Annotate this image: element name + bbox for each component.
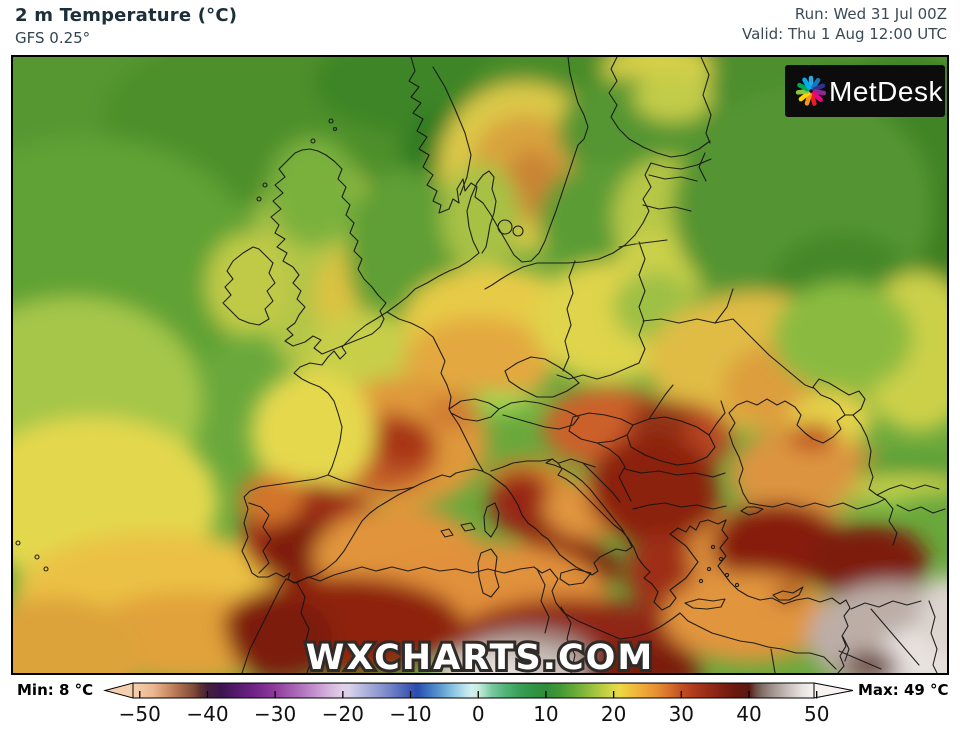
- colorbar-tick-label: −50: [119, 702, 161, 726]
- colorbar-max-label: Max: 49 °C: [858, 681, 949, 699]
- colorbar-min-label: Min: 8 °C: [17, 681, 94, 699]
- colorbar-tick-label: −10: [389, 702, 431, 726]
- colorbar-tick-label: 0: [472, 702, 485, 726]
- wxcharts-watermark: WXCHARTS.COM: [306, 638, 654, 673]
- colorbar-tick-label: 30: [669, 702, 694, 726]
- run-label: Run: Wed 31 Jul 00Z: [794, 5, 947, 23]
- map-frame: MetDesk WXCHARTS.COM: [11, 55, 949, 675]
- colorbar-tick-label: −40: [186, 702, 228, 726]
- model-label: GFS 0.25°: [15, 29, 91, 47]
- temperature-map: MetDesk WXCHARTS.COM: [13, 57, 947, 673]
- colorbar-right-arrow: [813, 682, 854, 699]
- temperature-field: [13, 57, 947, 673]
- country-borders: [15, 57, 946, 673]
- colorbar-tick-label: 20: [601, 702, 626, 726]
- colorbar-scale: −50 −40 −30 −20 −10 0 10 20 30 40 50: [103, 682, 854, 726]
- metdesk-logo: MetDesk: [785, 65, 945, 117]
- colorbar-tick-label: 40: [736, 702, 761, 726]
- colorbar-tick-label: −30: [254, 702, 296, 726]
- valid-label: Valid: Thu 1 Aug 12:00 UTC: [741, 25, 947, 43]
- metdesk-pinwheel-icon: [795, 75, 827, 106]
- colorbar-gradient: [132, 682, 815, 699]
- colorbar-tick-label: 10: [533, 702, 558, 726]
- metdesk-logo-text: MetDesk: [829, 76, 943, 107]
- colorbar-left-arrow: [103, 682, 134, 699]
- page-title: 2 m Temperature (°C): [15, 5, 238, 26]
- colorbar-tick-label: 50: [804, 702, 829, 726]
- colorbar-tick-label: −20: [322, 702, 364, 726]
- colorbar: Min: 8 °C Max: 49 °C −50 −40 −30 −20 −10 0 10 2…: [0, 676, 960, 735]
